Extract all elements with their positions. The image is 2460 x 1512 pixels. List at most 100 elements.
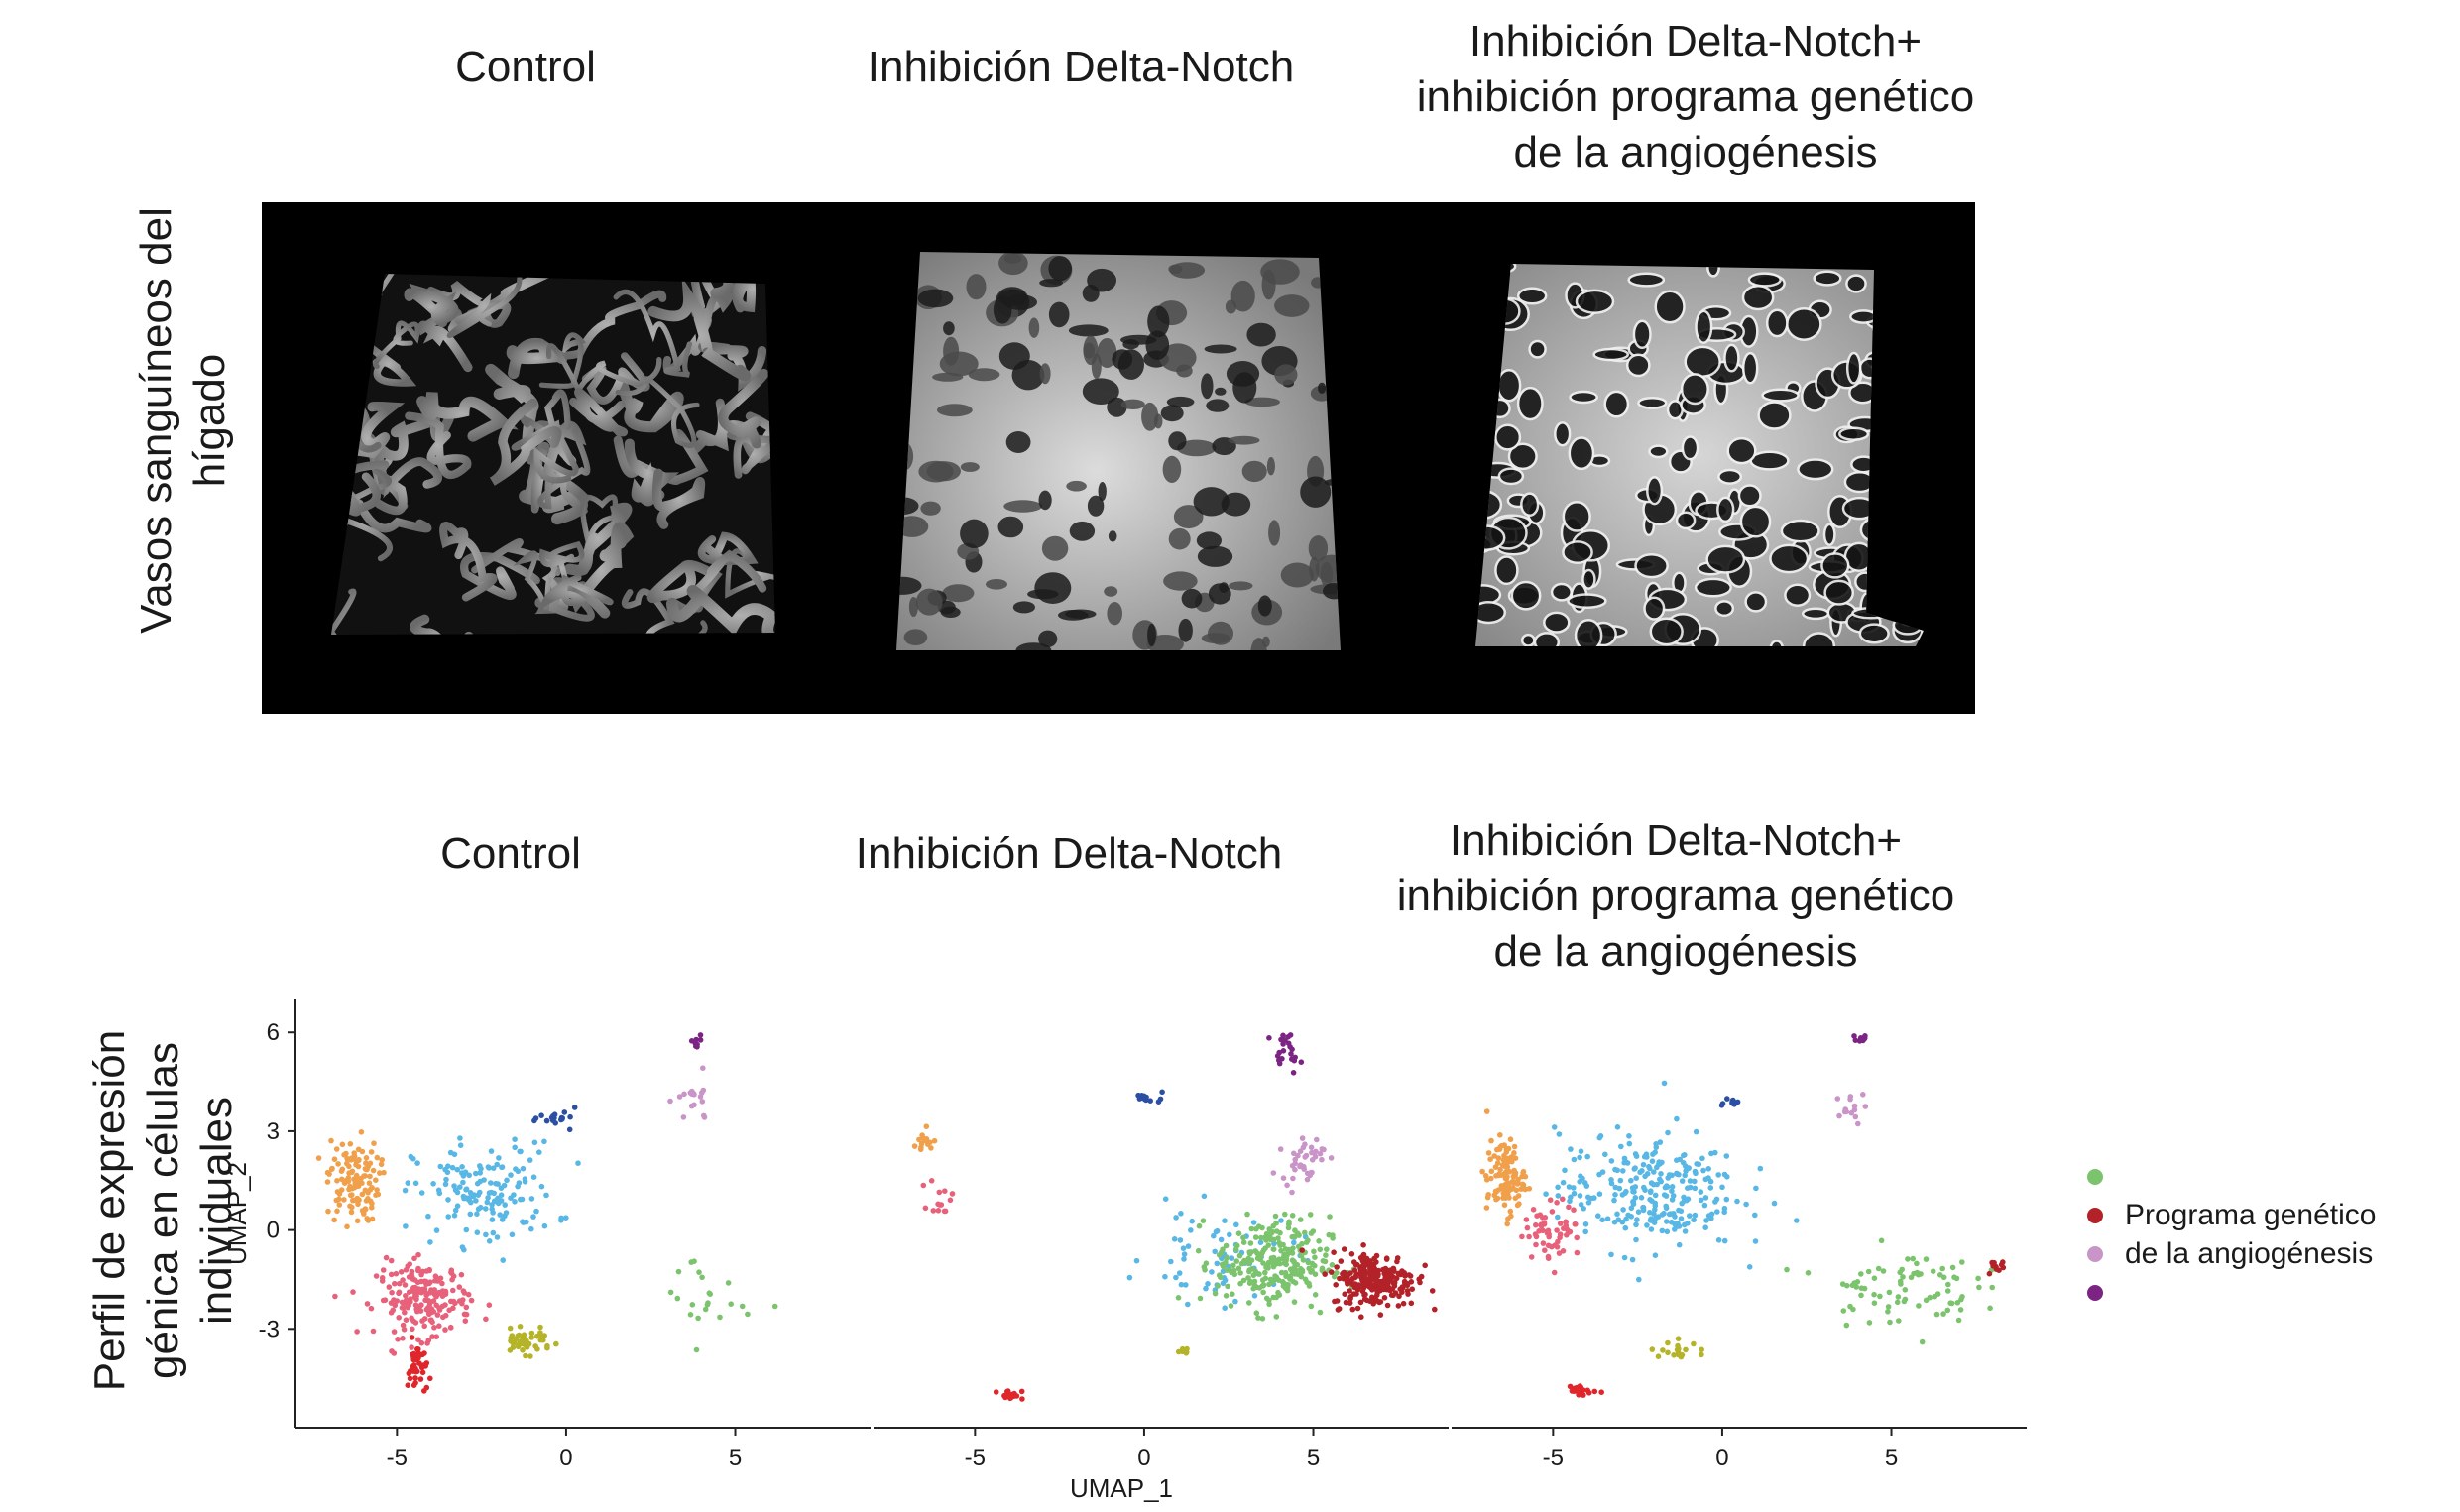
scatter-point <box>693 1346 700 1353</box>
scatter-point <box>1228 1303 1234 1309</box>
scatter-point <box>1934 1291 1941 1297</box>
scatter-point <box>1919 1338 1926 1345</box>
scatter-point <box>1336 1306 1343 1312</box>
scatter-point <box>1290 1070 1297 1076</box>
scatter-point <box>1227 1231 1232 1238</box>
scatter-point <box>563 1215 569 1221</box>
scatter-point <box>403 1267 410 1273</box>
scatter-point <box>1628 1214 1634 1220</box>
scatter-point <box>388 1271 395 1278</box>
scatter-point <box>1554 1200 1560 1206</box>
scatter-point <box>1528 1254 1535 1260</box>
scatter-point <box>477 1170 483 1176</box>
scatter-point <box>1660 1347 1666 1353</box>
scatter-point <box>1178 1281 1185 1288</box>
scatter-point <box>1540 1240 1547 1246</box>
scatter-point <box>697 1094 704 1100</box>
scatter-point <box>1270 1246 1277 1252</box>
scatter-point <box>533 1208 539 1215</box>
scatter-point <box>1619 1219 1626 1225</box>
scatter-point <box>1331 1249 1337 1255</box>
liver-vessel-micrographs <box>262 202 1975 714</box>
y-tick-label: 3 <box>267 1118 280 1145</box>
scatter-point <box>920 1182 927 1189</box>
scatter-point <box>691 1258 697 1264</box>
scatter-point <box>1349 1306 1356 1313</box>
scatter-point <box>1714 1209 1720 1215</box>
scatter-point <box>331 1156 338 1162</box>
scatter-point <box>1700 1167 1706 1174</box>
scatter-point <box>1284 1287 1291 1294</box>
scatter-point <box>1577 1383 1583 1389</box>
scatter-point <box>1571 1156 1578 1163</box>
scatter-point <box>448 1269 454 1276</box>
scatter-point <box>689 1302 696 1308</box>
scatter-point <box>1502 1187 1509 1193</box>
scatter-point <box>1855 1120 1861 1127</box>
scatter-point <box>925 1141 931 1147</box>
scatter-point <box>928 1145 934 1151</box>
scatter-point <box>1670 1193 1677 1199</box>
scatter-point <box>1620 1207 1626 1213</box>
scatter-point <box>405 1382 411 1388</box>
scatter-point <box>431 1325 437 1331</box>
scatter-point <box>1631 1166 1638 1172</box>
scatter-point <box>408 1296 413 1302</box>
scatter-point <box>511 1192 517 1198</box>
scatter-point <box>1162 1273 1168 1280</box>
scatter-point <box>1349 1275 1356 1282</box>
scatter-point <box>1312 1254 1318 1260</box>
scatter-point <box>536 1149 542 1155</box>
scatter-point <box>1205 1281 1211 1287</box>
legend-label: Programa genético <box>2125 1199 2377 1231</box>
scatter-point <box>1019 1396 1025 1402</box>
scatter-point <box>1380 1266 1386 1273</box>
scatter-point <box>1847 1096 1853 1103</box>
scatter-point <box>1189 1218 1195 1224</box>
scatter-point <box>1511 1180 1517 1186</box>
scatter-point <box>373 1177 379 1183</box>
scatter-point <box>457 1184 463 1190</box>
scatter-point <box>1669 1184 1676 1190</box>
scatter-point <box>437 1163 444 1170</box>
scatter-point <box>518 1196 524 1203</box>
scatter-point <box>504 1177 510 1184</box>
scatter-point <box>1752 1212 1758 1219</box>
scatter-point <box>344 1223 350 1230</box>
scatter-point <box>428 1287 434 1293</box>
scatter-point <box>1369 1286 1375 1292</box>
scatter-point <box>1175 1295 1182 1301</box>
scatter-point <box>495 1181 501 1187</box>
scatter-point <box>512 1136 518 1142</box>
scatter-point <box>512 1144 518 1151</box>
scatter-point <box>1860 1092 1866 1098</box>
scatter-point <box>1494 1195 1501 1202</box>
x-tick-label: -5 <box>387 1445 408 1471</box>
scatter-point <box>1388 1274 1395 1281</box>
scatter-point <box>1302 1229 1308 1236</box>
scatter-point <box>499 1164 506 1170</box>
scatter-point <box>1347 1288 1352 1294</box>
scatter-point <box>408 1153 414 1160</box>
scatter-point <box>390 1307 396 1314</box>
scatter-point <box>1551 1269 1558 1276</box>
scatter-point <box>412 1380 418 1386</box>
scatter-point <box>363 1155 370 1161</box>
scatter-point <box>517 1324 524 1330</box>
scatter-point <box>1675 1336 1682 1341</box>
scatter-point <box>1390 1265 1397 1272</box>
scatter-point <box>410 1287 415 1293</box>
scatter-point <box>1276 1049 1282 1056</box>
scatter-point <box>1661 1192 1668 1198</box>
scatter-point <box>1215 1283 1221 1289</box>
scatter-point <box>1405 1291 1411 1297</box>
scatter-point <box>498 1192 505 1198</box>
scatter-point <box>1280 1048 1287 1054</box>
scatter-point <box>1530 1207 1537 1213</box>
scatter-point <box>1719 1184 1725 1191</box>
scatter-point <box>1858 1285 1865 1291</box>
scatter-point <box>490 1210 496 1216</box>
scatter-point <box>1580 1387 1586 1393</box>
scatter-point <box>561 1109 568 1115</box>
scatter-point <box>488 1180 494 1186</box>
